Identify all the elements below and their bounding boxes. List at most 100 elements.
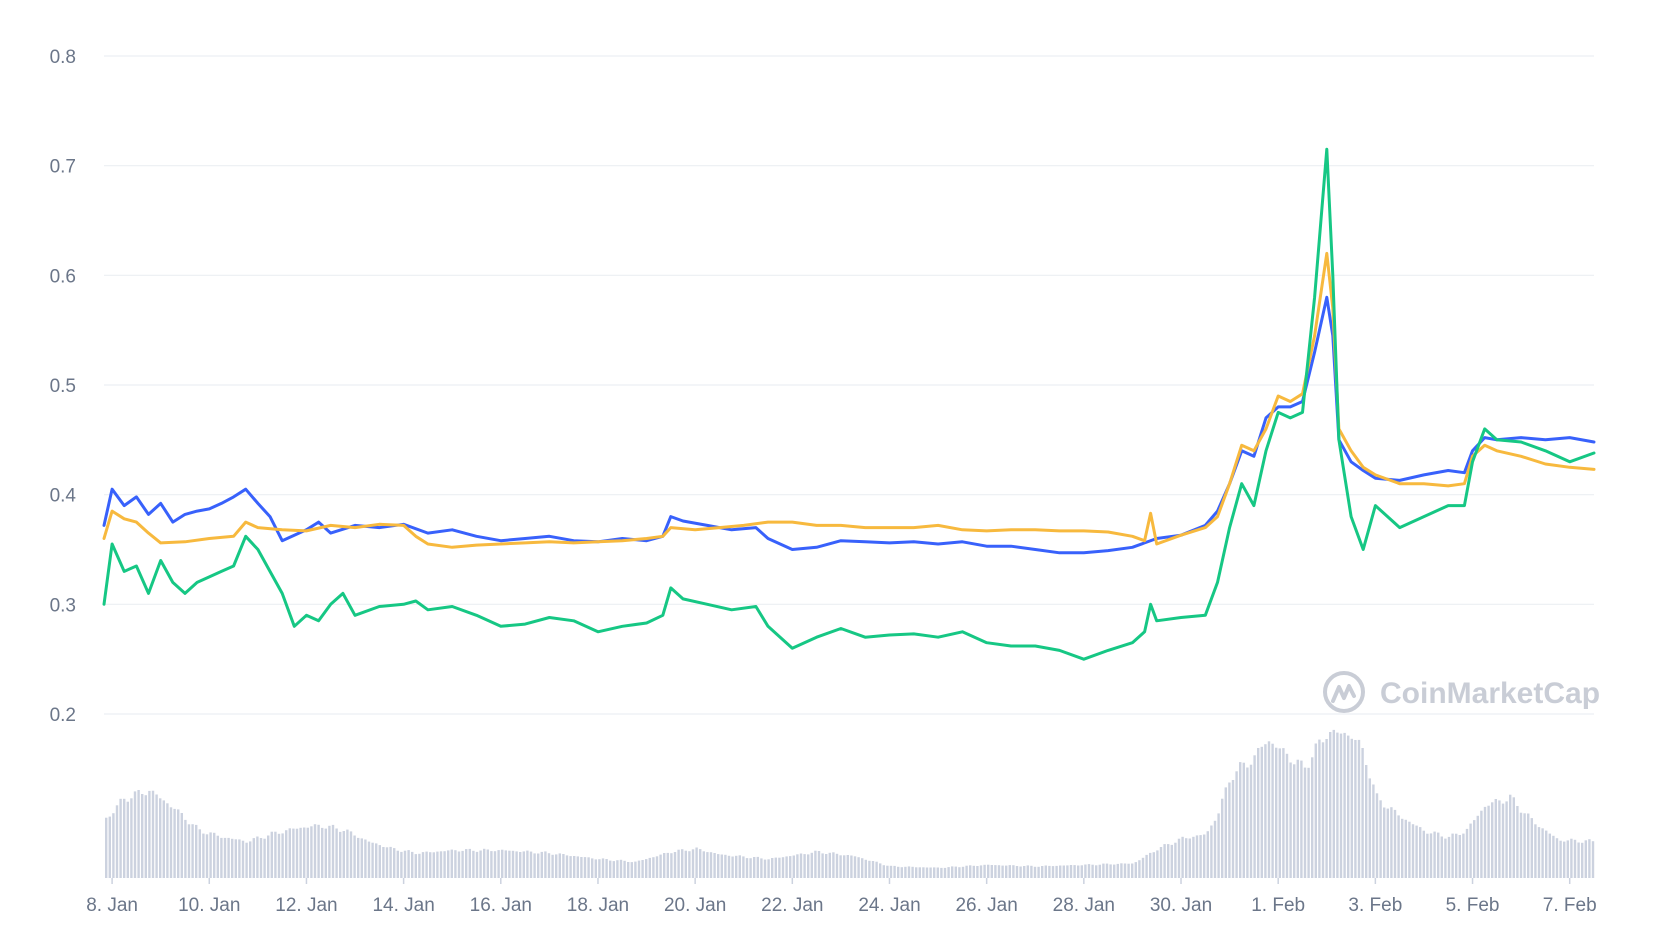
volume-bar xyxy=(457,851,461,878)
x-tick-label: 20. Jan xyxy=(664,895,726,916)
volume-bar xyxy=(112,813,115,878)
volume-bar xyxy=(195,824,198,878)
volume-bar xyxy=(306,827,309,878)
volume-bar xyxy=(519,852,522,878)
volume-bar xyxy=(339,831,342,878)
volume-bar xyxy=(637,860,641,878)
volume-bar xyxy=(238,839,241,878)
volume-bar xyxy=(1573,839,1577,878)
volume-bar xyxy=(1001,865,1004,878)
volume-bar xyxy=(1354,740,1357,878)
volume-bar xyxy=(724,854,727,878)
volume-bar xyxy=(1447,836,1451,878)
volume-bar xyxy=(1516,806,1519,878)
volume-bar xyxy=(1527,813,1530,878)
volume-bar xyxy=(1005,865,1008,878)
volume-bar xyxy=(1059,865,1062,878)
volume-bar xyxy=(1343,732,1346,878)
volume-bar xyxy=(659,854,662,878)
volume-bar xyxy=(821,853,824,878)
volume-bar xyxy=(699,849,702,878)
volume-bar xyxy=(443,851,446,878)
volume-bar xyxy=(886,865,889,878)
volume-bar xyxy=(1519,812,1523,878)
volume-bar xyxy=(400,851,403,878)
volume-bar xyxy=(760,858,763,878)
volume-bar xyxy=(346,829,349,878)
volume-bar xyxy=(1023,866,1026,878)
volume-bar xyxy=(1375,793,1379,878)
volume-bar xyxy=(148,790,151,878)
volume-bar xyxy=(1293,764,1296,878)
volume-bar xyxy=(562,854,565,878)
volume-bar xyxy=(155,794,158,878)
volume-bar xyxy=(612,861,615,878)
volume-bar xyxy=(439,851,443,878)
volume-bar xyxy=(846,855,849,878)
volume-bar xyxy=(1559,840,1562,878)
volume-bar xyxy=(1350,738,1353,878)
x-tick-label: 5. Feb xyxy=(1446,895,1500,916)
volume-bar xyxy=(533,853,536,878)
volume-bar xyxy=(1030,865,1033,878)
volume-bar xyxy=(713,853,716,878)
volume-bar xyxy=(1105,863,1109,878)
volume-bar xyxy=(184,819,187,878)
volume-bar xyxy=(1192,836,1195,878)
volume-bar xyxy=(1224,787,1227,878)
volume-bar xyxy=(497,850,500,878)
volume-bar xyxy=(641,860,644,878)
volume-bar xyxy=(328,825,331,878)
volume-bar xyxy=(1159,847,1163,878)
volume-bar xyxy=(594,859,597,878)
volume-bar xyxy=(767,859,770,878)
volume-bar xyxy=(583,857,587,878)
volume-bar xyxy=(1145,854,1148,878)
volume-bar xyxy=(159,798,162,878)
volume-bar xyxy=(1264,744,1267,878)
coinmarketcap-watermark: CoinMarketCap xyxy=(1323,671,1600,713)
volume-bar xyxy=(126,801,129,878)
volume-bar xyxy=(1044,865,1047,878)
volume-bar xyxy=(1037,866,1040,878)
volume-bar xyxy=(288,828,291,878)
volume-bar xyxy=(1487,805,1490,878)
volume-bar xyxy=(1271,743,1274,878)
volume-bar xyxy=(1206,831,1209,878)
volume-bar xyxy=(976,866,979,878)
y-tick-label: 0.6 xyxy=(50,266,76,287)
volume-bar xyxy=(1120,863,1123,878)
y-tick-label: 0.2 xyxy=(50,705,76,726)
volume-bar xyxy=(1282,748,1285,878)
volume-bar xyxy=(1102,863,1105,878)
volume-bar xyxy=(1451,833,1454,878)
volume-bar xyxy=(695,847,698,878)
volume-bar xyxy=(1156,850,1159,878)
volume-bar xyxy=(1379,800,1382,878)
volume-bar xyxy=(263,838,266,878)
volume-bar xyxy=(1386,808,1389,878)
volume-bar xyxy=(479,850,482,878)
volume-bar xyxy=(943,867,947,878)
volume-bar xyxy=(1437,832,1440,878)
volume-bar xyxy=(133,791,137,878)
volume-bar xyxy=(882,865,885,878)
volume-bar xyxy=(1483,806,1487,878)
volume-bar xyxy=(807,854,810,878)
volume-bar xyxy=(911,866,914,878)
volume-bar xyxy=(1275,747,1278,878)
volume-bars xyxy=(105,729,1595,878)
volume-bar xyxy=(1563,841,1566,878)
volume-bar xyxy=(162,800,165,878)
volume-bar xyxy=(1476,815,1479,878)
volume-bar xyxy=(1213,820,1217,878)
volume-bar xyxy=(1084,864,1087,878)
volume-bar xyxy=(468,848,471,878)
volume-bar xyxy=(555,854,558,878)
volume-bar xyxy=(900,867,903,878)
volume-bar xyxy=(331,824,335,878)
volume-bar xyxy=(1163,844,1166,878)
volume-bar xyxy=(1008,865,1011,878)
volume-bar xyxy=(299,827,302,878)
volume-bar xyxy=(1289,762,1292,878)
